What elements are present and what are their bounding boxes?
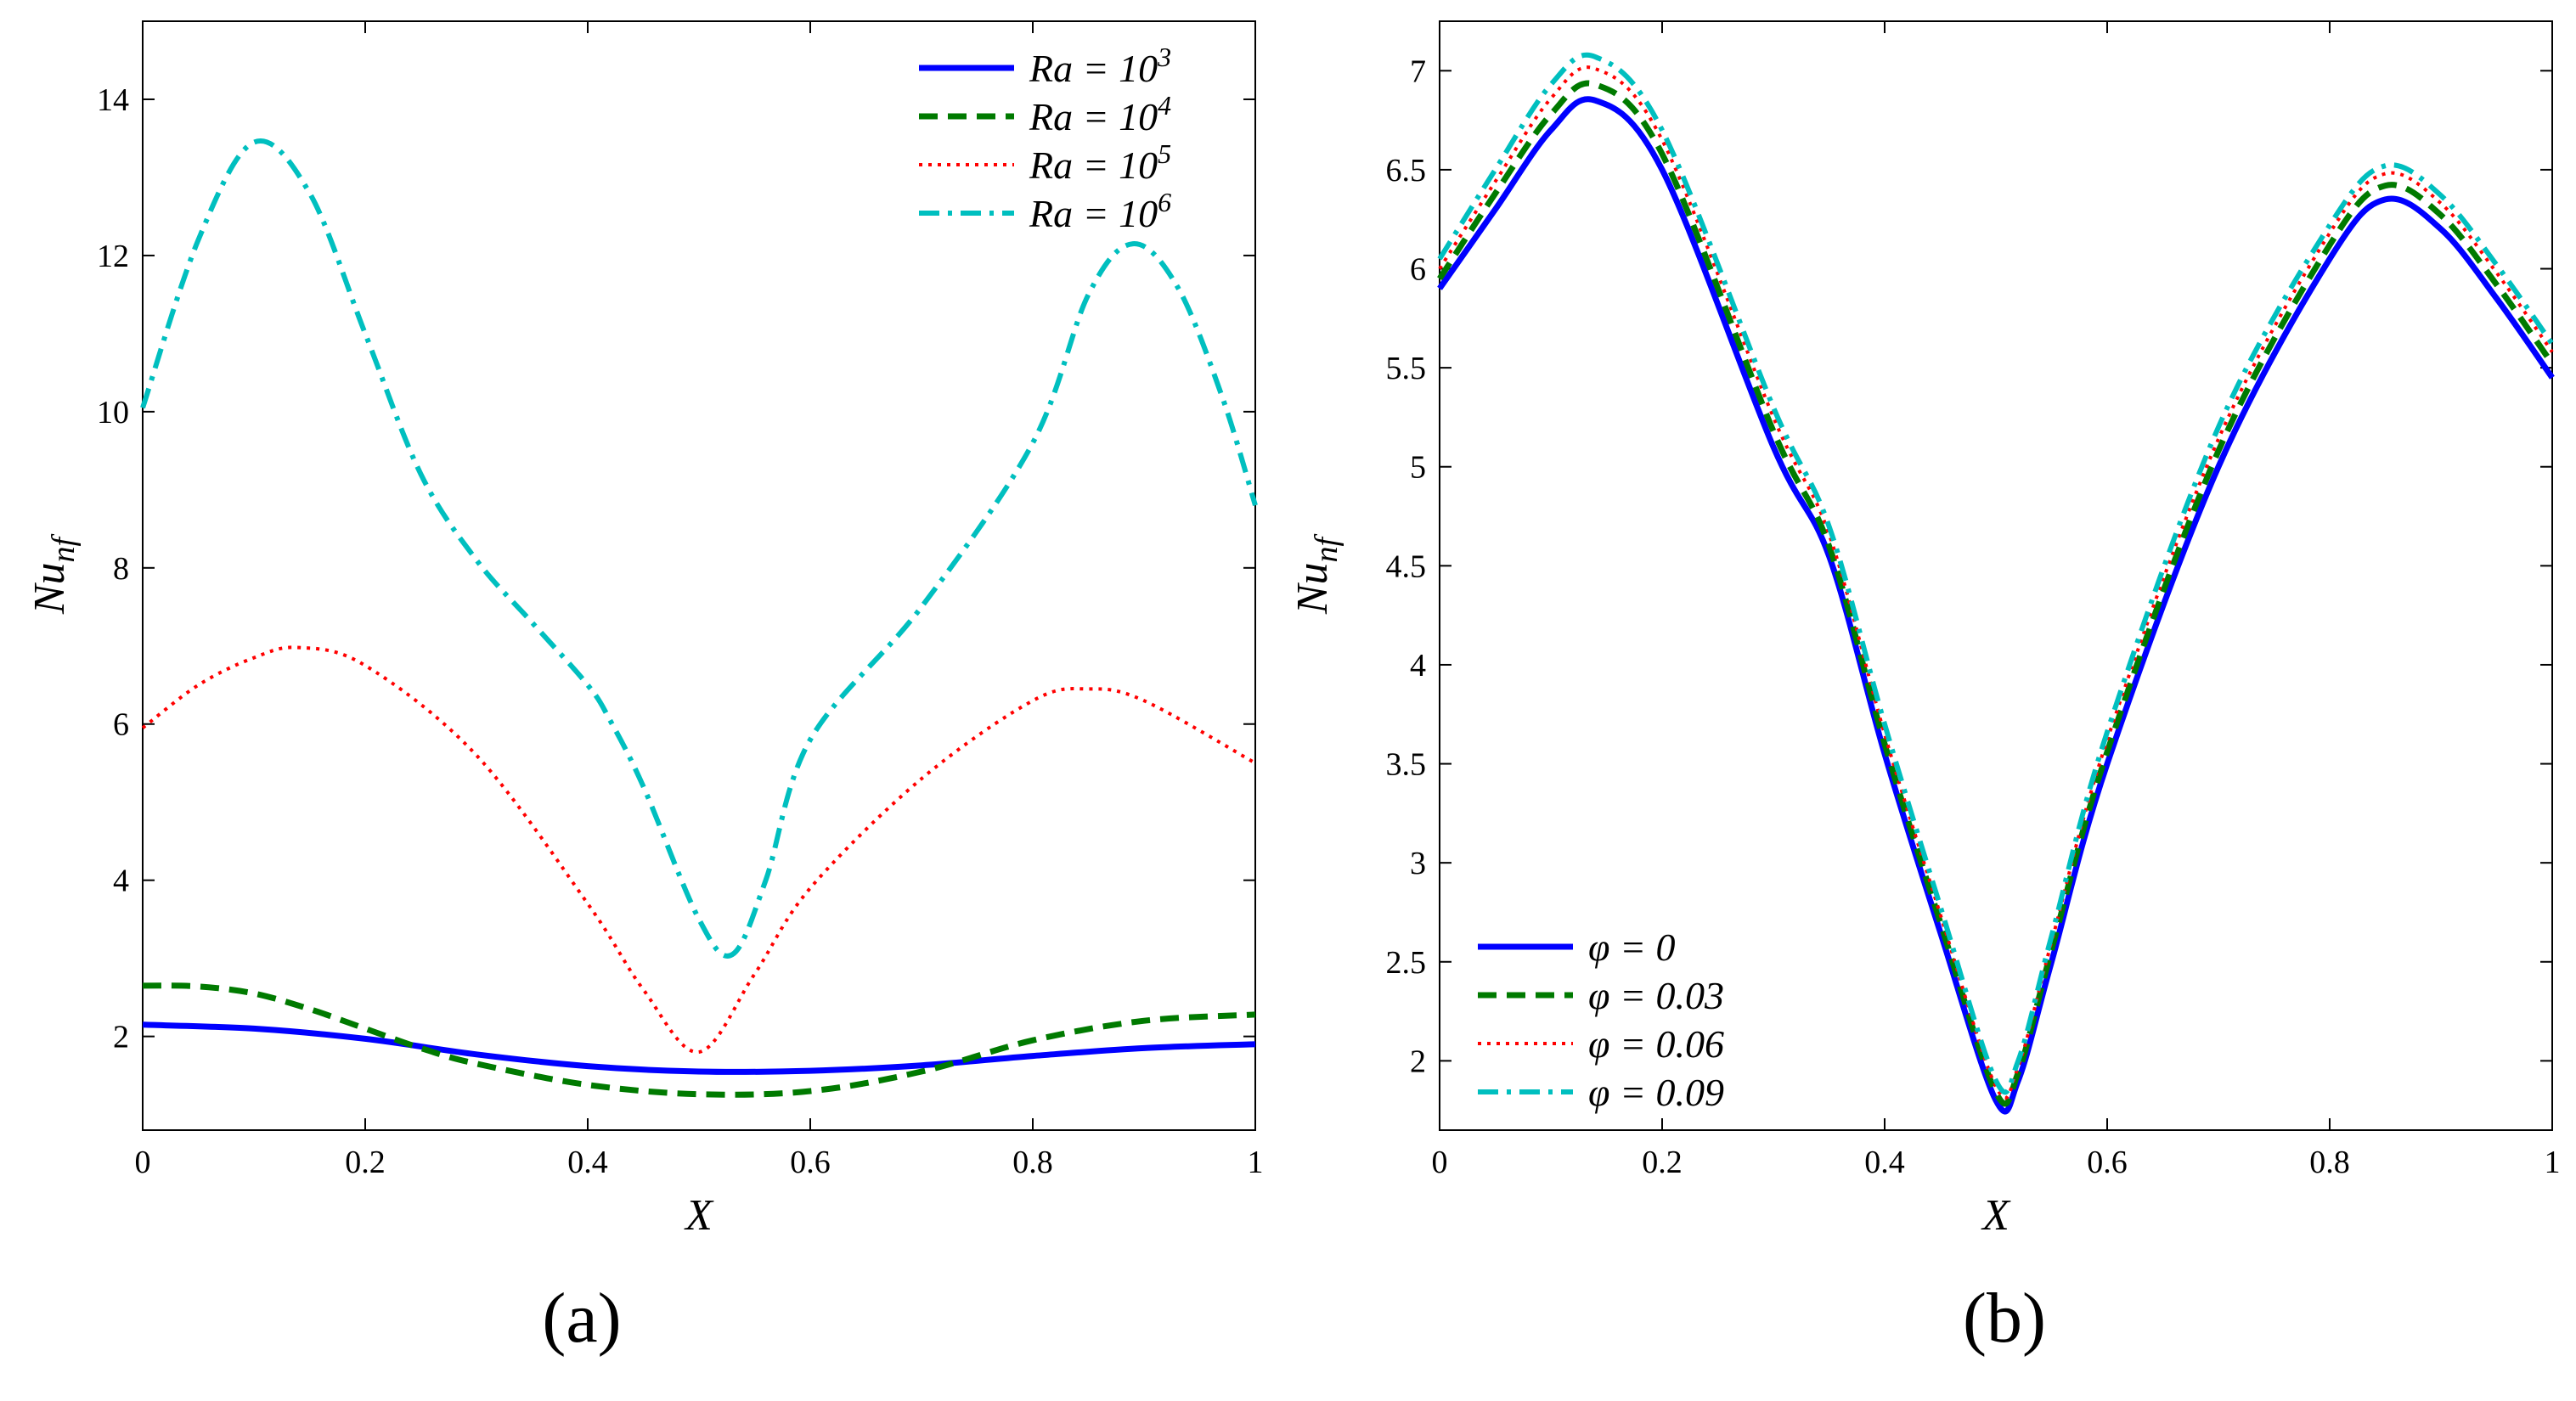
panel-a-xtick-label: 0 — [135, 1145, 151, 1180]
panel-a-legend-label-sup: 3 — [1157, 42, 1171, 72]
panel-a-ytick-label: 12 — [97, 239, 129, 274]
panel-a-ytick-label: 2 — [113, 1020, 129, 1055]
panel-b-xtick-label: 0.6 — [2087, 1145, 2128, 1180]
panel-b-xtick-label: 0.8 — [2309, 1145, 2350, 1180]
panel-a-legend-label-1: Ra = 104 — [1029, 90, 1171, 138]
panel-b-frame — [1439, 20, 2553, 1131]
panel-b-series-line-2 — [1438, 65, 2554, 1100]
panel-a-ylabel: Nunf — [25, 533, 82, 615]
panel-b-legend-label-main: φ = 0.03 — [1588, 974, 1724, 1017]
panel-b-ytick-label: 4.5 — [1386, 549, 1427, 584]
panel-b-series-line-1 — [1437, 80, 2555, 1107]
panel-b-legend-label-0: φ = 0 — [1588, 926, 1676, 969]
panel-a-tag: (a) — [542, 1279, 621, 1358]
panel-a-ytick-label: 6 — [113, 707, 129, 743]
panel-a-legend-label-main: Ra = 10 — [1029, 143, 1158, 187]
panel-a-ytick-label: 4 — [113, 864, 129, 899]
panel-a-xtick-label: 1 — [1248, 1145, 1264, 1180]
panel-a-series-line-1 — [142, 982, 1256, 1098]
panel-b-ytick-label: 2.5 — [1386, 945, 1427, 981]
panel-a-xtick-label: 0.4 — [567, 1145, 608, 1180]
panel-a-series-line-2 — [141, 645, 1256, 1055]
panel-b-ticks: 0 0.2 0.4 0.6 0.8 1 2 2.5 3 3.5 4 4.5 5 5.5 6 6.5 7 — [1386, 21, 2561, 1180]
panel-a-legend-label-sup: 6 — [1158, 187, 1171, 217]
panel-a-legend-label-sup: 4 — [1158, 90, 1171, 121]
panel-b-ytick-label: 6 — [1410, 252, 1426, 288]
panel-b-xlabel: X — [1981, 1191, 2011, 1240]
panel-a-ylabel-main: Nu — [25, 562, 74, 615]
panel-a-xtick-label: 0.8 — [1012, 1145, 1053, 1180]
panel-b-ytick-label: 3.5 — [1386, 747, 1427, 783]
panel-b-ytick-label: 5 — [1410, 450, 1426, 486]
panel-a-legend-label-0: Ra = 103 — [1029, 42, 1171, 90]
panel-a-legend-label-2: Ra = 105 — [1029, 138, 1171, 187]
panel-b-ytick-label: 4 — [1410, 648, 1426, 684]
panel-b-ylabel-main: Nu — [1288, 562, 1337, 615]
panel-b-legend: φ = 0 φ = 0.03 φ = 0.06 φ = 0.09 — [1478, 926, 1724, 1114]
panel-a-ylabel-sub: nf — [46, 533, 82, 562]
panel-b-ytick-label: 7 — [1410, 53, 1426, 89]
panel-a-legend-label-3: Ra = 106 — [1029, 187, 1171, 235]
panel-b-legend-label-1: φ = 0.03 — [1588, 974, 1724, 1017]
panel-b-ytick-label: 2 — [1410, 1044, 1426, 1079]
panel-a-xtick-label: 0.6 — [790, 1145, 831, 1180]
panel-a-ytick-label: 8 — [113, 551, 129, 587]
panel-a-xlabel: X — [684, 1191, 714, 1240]
panel-b-legend-label-main: φ = 0.06 — [1588, 1022, 1724, 1066]
panel-b-ylabel: Nunf — [1288, 533, 1344, 615]
panel-b-legend-label-2: φ = 0.06 — [1588, 1022, 1724, 1066]
panel-a-legend-label-main: Ra = 10 — [1029, 192, 1158, 235]
panel-b-legend-label-main: φ = 0 — [1588, 926, 1676, 969]
panel-a-legend-label-main: Ra = 10 — [1029, 95, 1158, 138]
panel-b-tag: (b) — [1963, 1279, 2046, 1358]
panel-a-series-line-0 — [142, 1021, 1256, 1075]
panel-a-xtick-label: 0.2 — [345, 1145, 386, 1180]
panel-b-xtick-label: 0.4 — [1864, 1145, 1905, 1180]
panel-a-series-line-3 — [140, 138, 1258, 959]
panel-b-xtick-label: 0.2 — [1642, 1145, 1683, 1180]
panel-b: 0 0.2 0.4 0.6 0.8 1 2 2.5 3 3.5 4 4.5 5 5.5 6 6.5 7 φ = … — [1288, 20, 2561, 1358]
panel-b-series-line-3 — [1437, 52, 2555, 1095]
panel-b-ytick-label: 3 — [1410, 846, 1426, 881]
panel-a-legend-label-sup: 5 — [1158, 138, 1171, 169]
panel-a-ytick-label: 10 — [97, 395, 129, 430]
panel-b-ytick-label: 6.5 — [1386, 153, 1427, 188]
panel-b-ylabel-sub: nf — [1309, 533, 1344, 562]
panel-a-ytick-label: 14 — [97, 82, 129, 118]
panel-b-xtick-label: 0 — [1432, 1145, 1448, 1180]
panel-b-series — [1437, 52, 2555, 1115]
panel-a-legend-label-main: Ra = 10 — [1029, 47, 1158, 90]
panel-b-xtick-label: 1 — [2545, 1145, 2561, 1180]
panel-a-frame — [142, 20, 1256, 1131]
panel-a-series — [140, 138, 1258, 1098]
panel-b-series-line-0 — [1437, 96, 2555, 1115]
panel-b-ytick-label: 5.5 — [1386, 351, 1427, 386]
panel-b-legend-label-3: φ = 0.09 — [1588, 1071, 1724, 1114]
panel-b-legend-label-main: φ = 0.09 — [1588, 1071, 1724, 1114]
